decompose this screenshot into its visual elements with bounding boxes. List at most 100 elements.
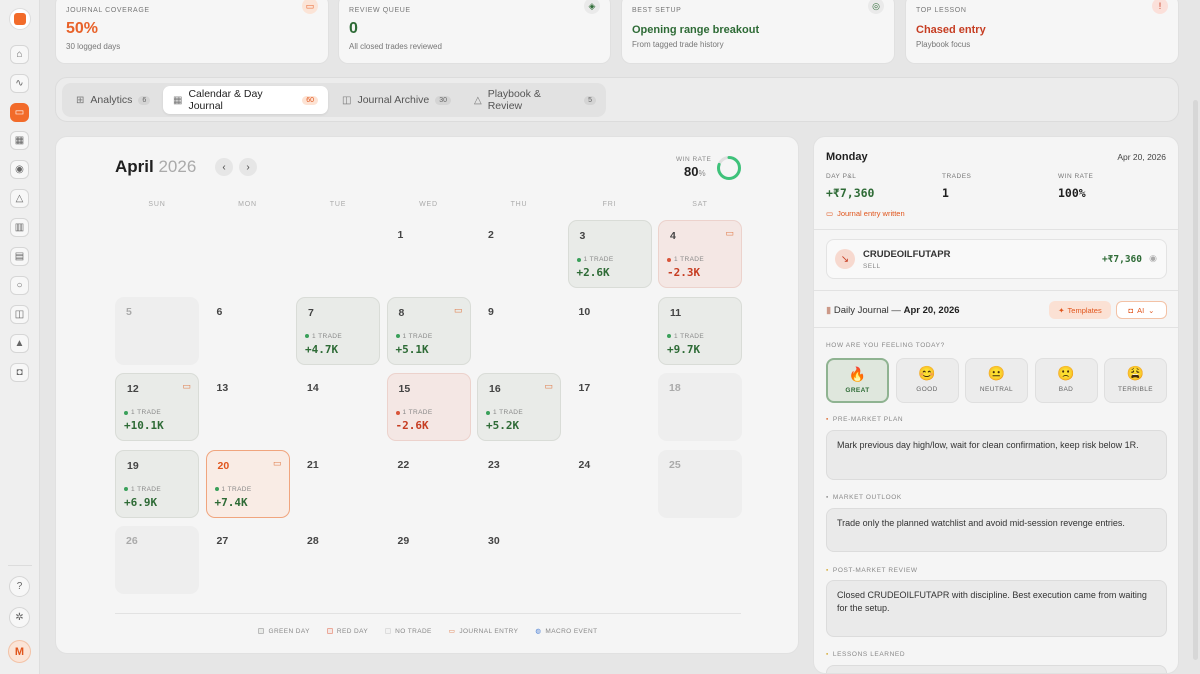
calendar-year: 2026 <box>158 157 197 176</box>
section-label-text: PRE-MARKET PLAN <box>832 416 904 423</box>
tab-analytics[interactable]: ⊞ Analytics 6 <box>66 86 160 114</box>
calendar-day[interactable]: 22 <box>387 450 471 518</box>
calendar-day[interactable]: 2 <box>477 220 561 288</box>
activity-icon[interactable]: ∿ <box>10 74 29 93</box>
calendar-day[interactable]: 16 1 TRADE +5.2K ▭ <box>477 373 561 441</box>
tab-playbook-review[interactable]: △ Playbook & Review 5 <box>464 86 606 114</box>
calendar-day[interactable]: 9 <box>477 297 561 365</box>
calendar-day[interactable]: 21 <box>296 450 380 518</box>
pre-market-plan-textarea[interactable]: Mark previous day high/low, wait for cle… <box>826 430 1167 480</box>
calendar-day[interactable]: 5 <box>115 296 199 365</box>
weekday-label: FRI <box>602 201 617 208</box>
eye-icon[interactable]: ◉ <box>10 160 29 179</box>
calendar-day[interactable]: 26 <box>115 526 199 594</box>
market-outlook-textarea[interactable]: Trade only the planned watchlist and avo… <box>826 508 1167 552</box>
calendar-day[interactable]: 11 1 TRADE +9.7K <box>658 296 742 365</box>
post-market-review-textarea[interactable]: Closed CRUDEOILFUTAPR with discipline. B… <box>826 580 1167 637</box>
stat-value: 0 <box>349 20 358 37</box>
calendar-day[interactable]: 19 1 TRADE +6.9K <box>115 449 199 518</box>
home-icon[interactable]: ⌂ <box>10 45 29 64</box>
next-month-button[interactable]: › <box>239 158 257 176</box>
eye-icon[interactable]: ◉ <box>1149 253 1157 263</box>
trade-count-text: 1 TRADE <box>493 409 524 416</box>
document-icon[interactable]: ▤ <box>10 247 29 266</box>
day-number: 2 <box>488 229 494 241</box>
calendar-day[interactable]: 7 1 TRADE +4.7K <box>296 296 380 365</box>
calendar-panel: April 2026 ‹ › WIN RATE 80% SUN MON TUE WED… <box>55 136 799 654</box>
calendar-day[interactable]: 12 1 TRADE +10.1K ▭ <box>115 373 199 441</box>
calendar-day[interactable]: 15 1 TRADE -2.6K <box>386 373 471 441</box>
calendar-day[interactable]: 8 1 TRADE +5.1K ▭ <box>386 296 471 365</box>
day-number: 15 <box>398 383 411 395</box>
help-icon[interactable]: ? <box>9 576 30 597</box>
calendar-day[interactable]: 29 <box>387 526 471 594</box>
calendar-day[interactable]: 14 <box>296 373 380 441</box>
mood-button-bad[interactable]: 🙁 BAD <box>1034 358 1098 403</box>
calendar-icon[interactable]: ▦ <box>10 131 29 150</box>
mood-button-great[interactable]: 🔥 GREAT <box>826 358 889 403</box>
legend-red-day: RED DAY <box>326 627 368 635</box>
mood-button-neutral[interactable]: 😐 NEUTRAL <box>965 358 1028 403</box>
calendar-day[interactable]: 3 1 TRADE +2.6K <box>567 220 652 288</box>
journal-book-icon[interactable]: ▭ <box>10 103 29 122</box>
day-number: 9 <box>488 305 494 318</box>
templates-button[interactable]: ✦ Templates <box>1049 301 1111 319</box>
calendar-day[interactable]: 4 1 TRADE -2.3K ▭ <box>658 220 742 288</box>
calendar-day[interactable]: 13 <box>206 373 290 441</box>
day-pnl: +6.9K <box>124 495 158 509</box>
logo-mark-icon <box>14 13 26 25</box>
tab-label: Playbook & Review <box>487 88 541 112</box>
calendar-day[interactable]: 17 <box>568 373 652 441</box>
bar-chart-icon[interactable]: ▥ <box>10 218 29 237</box>
day-pnl: -2.3K <box>667 266 701 279</box>
legend-divider <box>115 613 741 614</box>
calendar-day[interactable]: 20 1 TRADE +7.4K ▭ <box>205 449 290 518</box>
search-icon[interactable]: ○ <box>10 276 29 295</box>
lessons-learned-label: ▪ LESSONS LEARNED <box>826 651 905 658</box>
journal-status-text: Journal entry written <box>837 209 905 218</box>
calendar-day[interactable]: 10 <box>568 297 652 365</box>
journal-book-icon: ▭ <box>272 457 282 468</box>
stat-value: 50% <box>66 20 99 37</box>
lessons-learned-textarea[interactable] <box>826 665 1167 673</box>
prev-month-button[interactable]: ‹ <box>215 158 233 176</box>
tab-calendar-day-journal[interactable]: ▦ Calendar & Day Journal 60 <box>163 86 328 114</box>
settings-gear-icon[interactable]: ✲ <box>9 607 30 628</box>
mood-label: NEUTRAL <box>979 386 1014 393</box>
open-book-icon[interactable]: ◫ <box>10 305 29 324</box>
tab-group: ⊞ Analytics 6 ▦ Calendar & Day Journal 6… <box>62 83 606 117</box>
legend-label: NO TRADE <box>395 627 432 635</box>
mood-button-terrible[interactable]: 😩 TERRIBLE <box>1104 358 1167 403</box>
calendar-day[interactable]: 24 <box>568 450 652 518</box>
stat-sub: Playbook focus <box>916 40 971 49</box>
trade-row[interactable]: ↘ CRUDEOILFUTAPR SELL +₹7,360 ◉ <box>826 239 1167 279</box>
calendar-day[interactable]: 1 <box>387 220 471 288</box>
user-avatar[interactable]: M <box>8 640 31 663</box>
day-pnl-label: DAY P&L <box>826 173 857 180</box>
day-number: 6 <box>216 305 223 318</box>
mood-button-good[interactable]: 😊 GOOD <box>895 358 959 403</box>
ai-dropdown-button[interactable]: ◘ AI ⌄ <box>1116 301 1167 319</box>
calendar-day[interactable]: 27 <box>206 526 290 594</box>
weekday-label: WED <box>419 201 438 208</box>
stat-label: TOP LESSON <box>916 7 967 14</box>
calendar-day[interactable]: 23 <box>477 450 561 518</box>
panel-divider <box>814 327 1178 328</box>
bot-icon[interactable]: ◘ <box>10 363 29 382</box>
calendar-day[interactable]: 28 <box>296 526 380 594</box>
trade-count-text: 1 TRADE <box>674 332 705 340</box>
bank-icon[interactable]: ▲ <box>10 334 29 353</box>
calendar-day[interactable]: 18 <box>658 373 742 441</box>
calendar-day[interactable]: 25 <box>658 449 742 518</box>
app-logo[interactable] <box>9 8 31 30</box>
book-icon: ▭ <box>448 628 456 635</box>
day-number: 19 <box>127 459 139 472</box>
tab-journal-archive[interactable]: ◫ Journal Archive 30 <box>332 86 461 114</box>
stat-label: JOURNAL COVERAGE <box>66 7 150 14</box>
day-number: 13 <box>216 382 229 394</box>
calendar-day[interactable]: 30 <box>477 526 561 594</box>
weekday-label: SUN <box>148 201 166 208</box>
page-scrollbar[interactable] <box>1193 100 1198 660</box>
calendar-day[interactable]: 6 <box>206 297 290 365</box>
bell-icon[interactable]: △ <box>10 189 29 208</box>
